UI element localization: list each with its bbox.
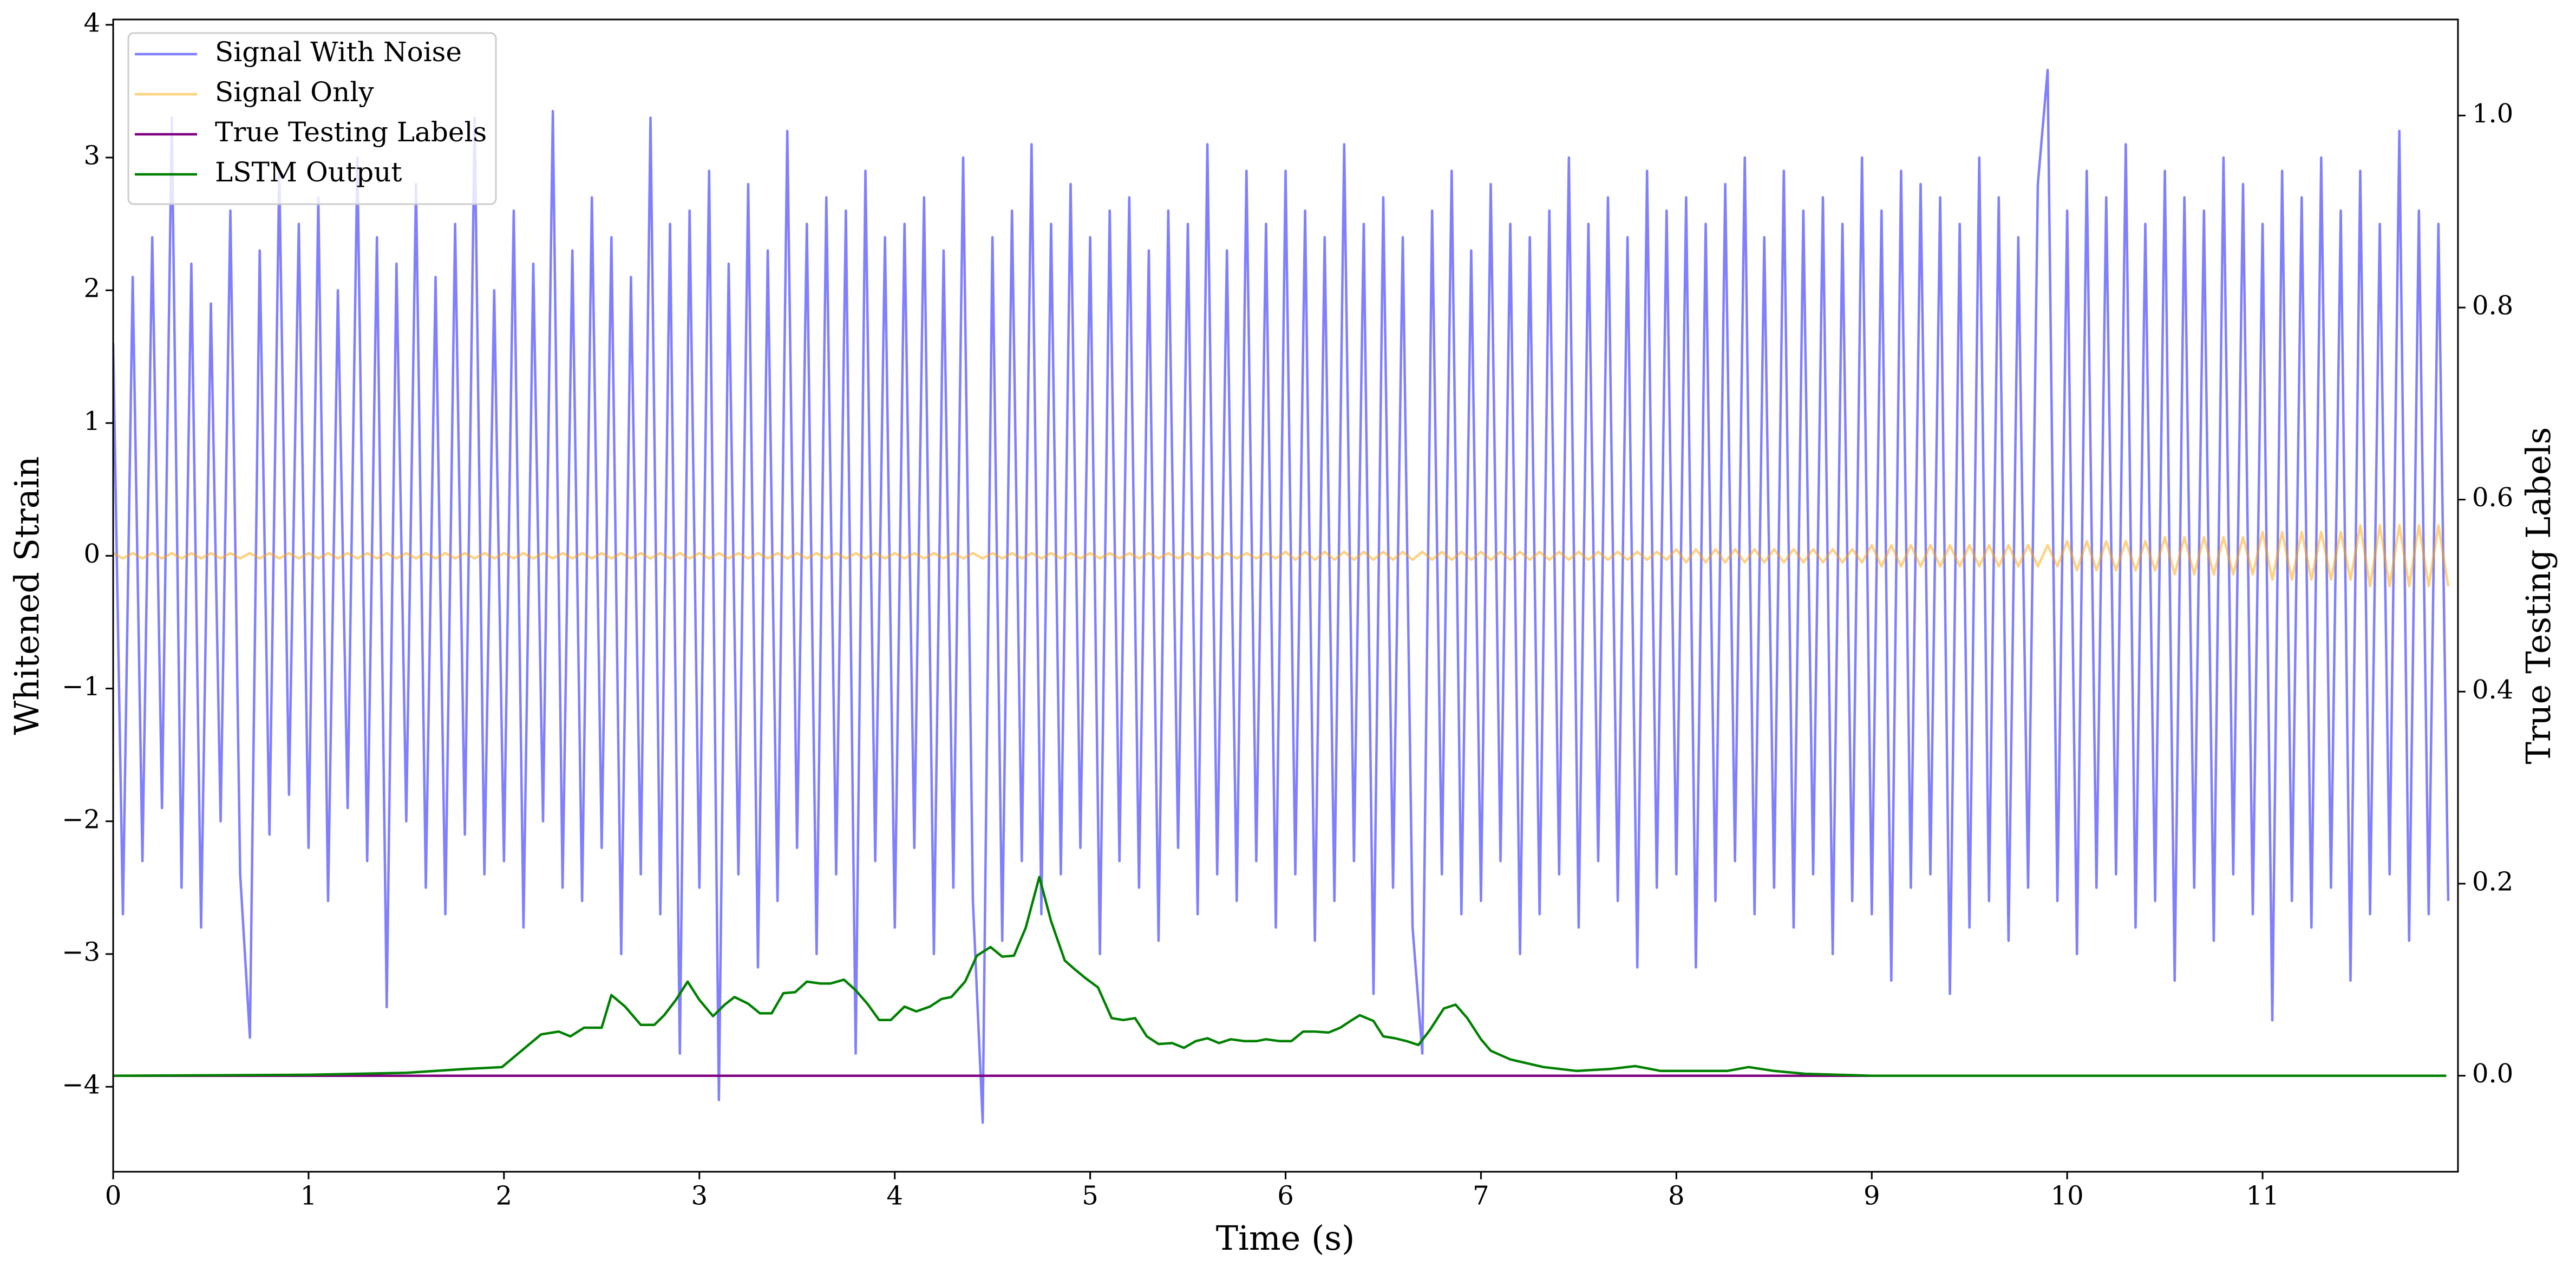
series-line bbox=[113, 68, 2450, 1124]
legend: Signal With Noise Signal Only True Testing… bbox=[127, 32, 497, 205]
x-tick-label: 10 bbox=[2051, 1181, 2084, 1211]
legend-label: Signal With Noise bbox=[215, 36, 462, 68]
y-tick-label: −3 bbox=[62, 937, 100, 967]
legend-label: LSTM Output bbox=[215, 156, 402, 188]
legend-label: True Testing Labels bbox=[215, 116, 487, 148]
y2-tick-label: 1.0 bbox=[2472, 99, 2513, 129]
x-tick-label: 3 bbox=[691, 1181, 708, 1211]
x-tick-label: 5 bbox=[1082, 1181, 1099, 1211]
y-tick-label: −1 bbox=[62, 671, 100, 702]
x-tick-label: 9 bbox=[1864, 1181, 1880, 1211]
legend-label: Signal Only bbox=[215, 76, 374, 108]
legend-box bbox=[127, 32, 497, 205]
y2-tick-label: 0.8 bbox=[2472, 291, 2513, 321]
x-tick-label: 6 bbox=[1277, 1181, 1294, 1211]
y-tick-label: 0 bbox=[83, 539, 100, 569]
y-axis-label: Whitened Strain bbox=[7, 456, 47, 735]
x-tick-label: 0 bbox=[105, 1181, 122, 1211]
y-tick-label: 1 bbox=[83, 406, 100, 436]
x-tick-label: 11 bbox=[2246, 1181, 2279, 1211]
x-axis-label: Time (s) bbox=[1216, 1218, 1355, 1258]
y2-axis-label: True Testing Labels bbox=[2519, 427, 2558, 765]
x-tick-label: 4 bbox=[886, 1181, 903, 1211]
y2-tick-label: 0.0 bbox=[2472, 1059, 2513, 1089]
x-tick-label: 8 bbox=[1668, 1181, 1685, 1211]
y-tick-label: 4 bbox=[83, 8, 100, 38]
x-tick-label: 2 bbox=[496, 1181, 513, 1211]
y-tick-label: −2 bbox=[62, 804, 100, 834]
x-tick-label: 1 bbox=[300, 1181, 317, 1211]
y-tick-label: 3 bbox=[83, 140, 100, 171]
series-line bbox=[113, 876, 2447, 1077]
y2-tick-label: 0.6 bbox=[2472, 482, 2513, 513]
y-tick-label: −4 bbox=[62, 1070, 100, 1100]
y2-tick-label: 0.2 bbox=[2472, 867, 2513, 897]
y2-tick-label: 0.4 bbox=[2472, 675, 2513, 705]
series-line bbox=[113, 524, 2450, 588]
x-tick-label: 7 bbox=[1473, 1181, 1489, 1211]
y-tick-label: 2 bbox=[83, 273, 100, 304]
plot-area bbox=[113, 68, 2450, 1124]
